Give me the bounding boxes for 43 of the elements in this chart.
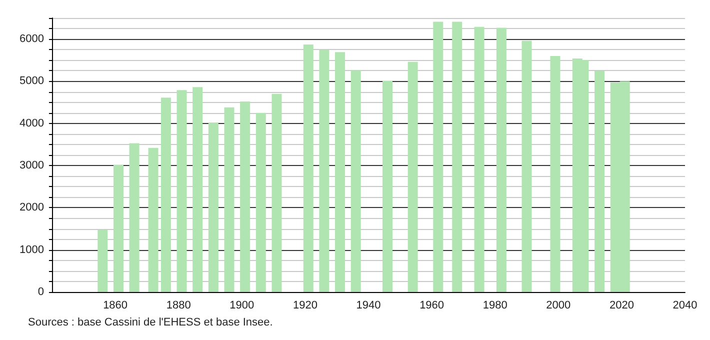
bar [240,101,250,292]
bar [522,40,532,292]
bar [550,56,560,292]
bar [129,143,140,292]
bar [474,26,484,292]
bar [382,80,392,292]
bar [496,28,506,292]
bar [335,52,346,292]
bar [319,50,330,292]
y-tick-label: 0 [38,286,44,298]
bar [148,148,158,292]
bar [594,70,605,292]
bar [192,87,203,292]
source-note: Sources : base Cassini de l'EHESS et base Insee. [28,316,273,328]
bar [113,164,124,292]
x-tick-label: 1860 [103,300,128,312]
y-tick-label: 3000 [20,160,44,172]
bar [224,107,234,292]
y-tick-label: 1000 [20,244,44,256]
bar [256,112,266,292]
x-tick-label: 1900 [230,300,254,312]
bar [433,22,444,292]
x-tick-label: 1880 [166,300,191,312]
x-tick-label: 2020 [609,300,634,312]
bar [160,98,171,292]
y-tick-label: 2000 [20,202,44,214]
bar [208,122,218,292]
bar [350,70,361,292]
x-tick-label: 1960 [420,300,444,312]
x-tick-label: 1980 [482,300,508,312]
bar [98,230,108,292]
bar [303,44,314,292]
bar [452,22,462,292]
y-tick-label: 5000 [20,75,44,88]
x-tick-label: 1920 [292,300,318,312]
x-tick-label: 2040 [672,300,698,312]
x-tick-label: 1940 [356,300,381,312]
y-tick-label: 6000 [20,33,44,46]
bar [272,94,282,292]
bar [408,62,418,292]
x-tick-label: 2000 [546,300,571,312]
bar [176,90,187,292]
y-tick-label: 4000 [20,117,44,130]
